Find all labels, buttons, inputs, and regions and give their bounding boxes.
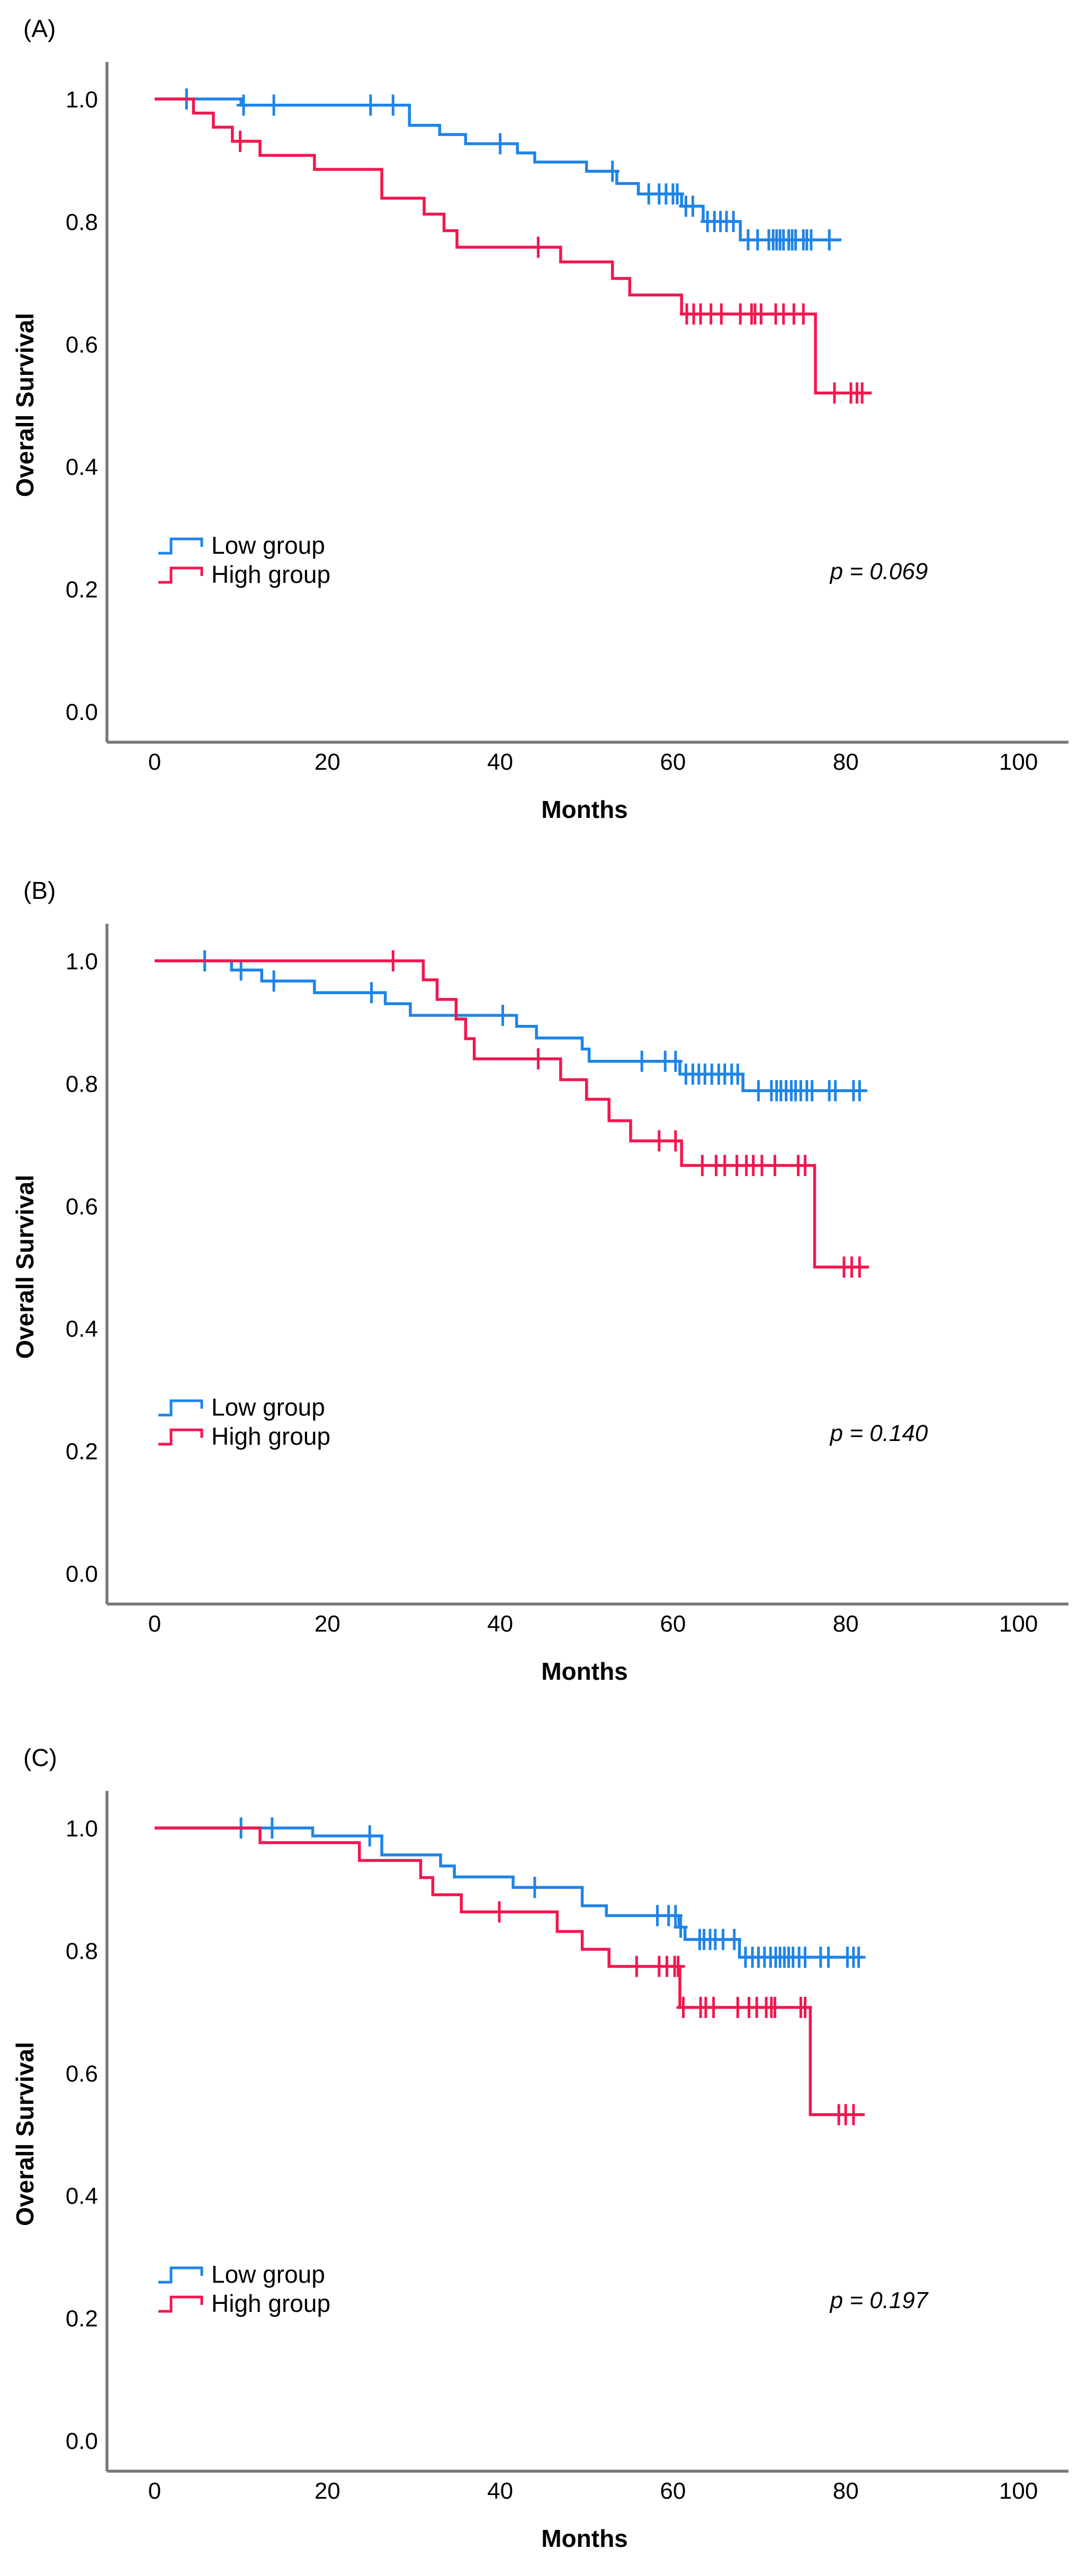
high-group-censor-marks: [233, 130, 869, 404]
x-tick-label: 40: [487, 2478, 513, 2504]
y-tick-label: 0.2: [66, 2306, 98, 2332]
panel-a: 1.0 0.8 0.6 0.4 0.2 0.0 0 20 40 60 80 100 Overall Su…: [11, 62, 1069, 823]
legend-high-symbol: [158, 1428, 203, 1446]
low-group-curve: [155, 1826, 863, 1959]
legend-low-label: Low group: [211, 532, 325, 559]
high-group-curve: [155, 1826, 865, 2116]
legend-low-label: Low group: [211, 2260, 325, 2288]
x-tick-label: 100: [999, 1611, 1038, 1637]
x-tick-label: 80: [833, 749, 859, 775]
panel-a-label: (A): [23, 15, 56, 42]
y-tick-label: 0.6: [66, 2061, 98, 2087]
panel-b-label: (B): [23, 877, 56, 904]
legend-low-symbol: [158, 2266, 203, 2284]
y-tick-label: 0.6: [66, 1194, 98, 1220]
x-tick-label: 20: [315, 2478, 340, 2504]
x-tick-label: 60: [660, 749, 686, 775]
x-tick-label: 80: [833, 2478, 859, 2504]
panel-b-pvalue: p = 0.140: [830, 1420, 928, 1446]
y-tick-label: 0.8: [66, 209, 98, 235]
panel-b: 1.0 0.8 0.6 0.4 0.2 0.0 0 20 40 60 80 100 Overall Su…: [11, 924, 1069, 1685]
x-tick-label: 100: [999, 2478, 1038, 2504]
legend-low-label: Low group: [211, 1393, 325, 1421]
high-group-curve: [155, 97, 872, 395]
y-tick-label: 1.0: [66, 949, 98, 975]
x-tick-label: 20: [315, 1611, 340, 1637]
low-group-censor-marks: [234, 1817, 866, 1968]
legend-high-symbol: [158, 566, 203, 584]
x-tick-label: 40: [487, 749, 513, 775]
x-tick-label: 0: [148, 1611, 161, 1637]
high-group-curve: [155, 959, 869, 1269]
y-axis-title: Overall Survival: [11, 1175, 39, 1359]
x-axis-title: Months: [541, 796, 628, 823]
low-group-censor-marks: [179, 88, 837, 251]
x-tick-label: 0: [148, 749, 161, 775]
low-group-curve: [155, 97, 842, 241]
y-tick-label: 1.0: [66, 87, 98, 113]
high-group-censor-marks: [386, 950, 867, 1278]
y-tick-label: 0.8: [66, 1938, 98, 1964]
y-tick-label: 0.0: [66, 2428, 98, 2454]
x-tick-label: 40: [487, 1611, 513, 1637]
high-group-censor-marks: [492, 1901, 860, 2125]
y-tick-label: 1.0: [66, 1816, 98, 1842]
legend-low-symbol: [158, 1399, 203, 1417]
y-tick-label: 0.0: [66, 1561, 98, 1587]
x-tick-label: 80: [833, 1611, 859, 1637]
panel-c-pvalue: p = 0.197: [830, 2287, 928, 2313]
x-tick-label: 20: [315, 749, 340, 775]
panel-a-pvalue: p = 0.069: [830, 559, 928, 584]
panel-c: 1.0 0.8 0.6 0.4 0.2 0.0 0 20 40 60 80 100 Overall Su…: [11, 1791, 1069, 2552]
y-axis-title: Overall Survival: [11, 2042, 39, 2226]
y-axis-title: Overall Survival: [11, 313, 39, 497]
legend-low-symbol: [158, 537, 203, 555]
y-tick-label: 0.2: [66, 1439, 98, 1465]
legend-high-symbol: [158, 2295, 203, 2313]
low-group-curve: [155, 959, 867, 1093]
x-tick-label: 60: [660, 2478, 686, 2504]
y-tick-label: 0.4: [66, 2183, 98, 2209]
y-tick-label: 0.4: [66, 454, 98, 480]
legend-high-label: High group: [211, 2290, 330, 2317]
x-axis-title: Months: [541, 2525, 628, 2552]
legend-high-label: High group: [211, 561, 330, 588]
x-tick-label: 60: [660, 1611, 686, 1637]
panel-c-label: (C): [23, 1744, 57, 1771]
y-tick-label: 0.6: [66, 332, 98, 358]
x-axis-title: Months: [541, 1658, 628, 1685]
x-tick-label: 0: [148, 2478, 161, 2504]
legend-high-label: High group: [211, 1422, 330, 1450]
y-tick-label: 0.2: [66, 577, 98, 603]
y-tick-label: 0.0: [66, 699, 98, 725]
x-tick-label: 100: [999, 749, 1038, 775]
y-tick-label: 0.4: [66, 1316, 98, 1342]
y-tick-label: 0.8: [66, 1071, 98, 1097]
